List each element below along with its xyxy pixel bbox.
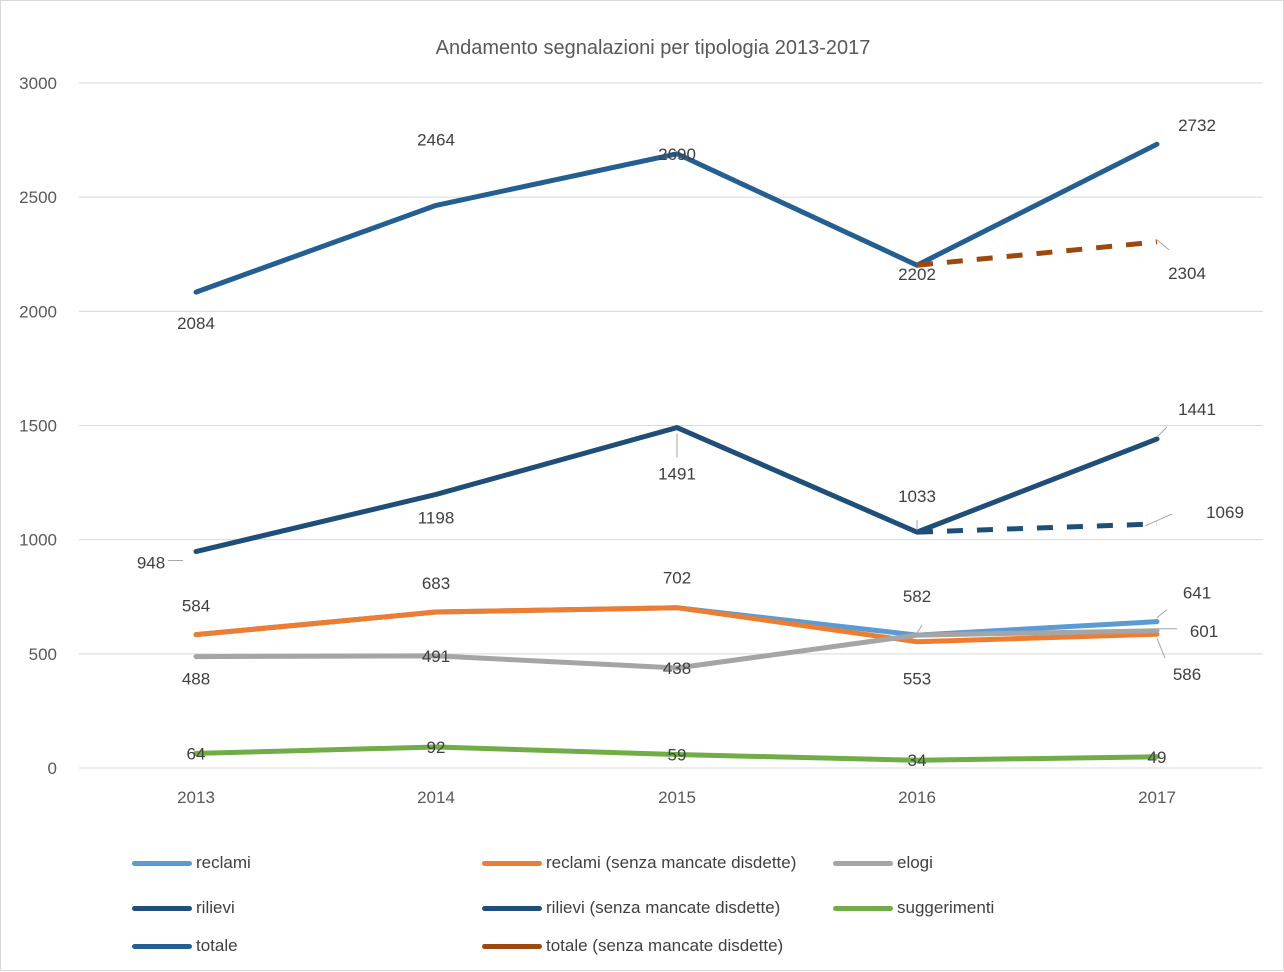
data-label: 2202 bbox=[898, 265, 936, 284]
series-lines bbox=[193, 141, 1160, 763]
data-label: 49 bbox=[1148, 748, 1167, 767]
series-line bbox=[916, 239, 1158, 268]
x-tick-label: 2016 bbox=[898, 788, 936, 807]
x-tick-label: 2015 bbox=[658, 788, 696, 807]
x-tick-label: 2014 bbox=[417, 788, 455, 807]
leader-line bbox=[1156, 638, 1166, 659]
y-tick-label: 500 bbox=[29, 645, 57, 664]
data-label: 948 bbox=[137, 554, 165, 573]
gridlines bbox=[79, 82, 1263, 769]
data-label: 92 bbox=[427, 738, 446, 757]
series-line bbox=[193, 628, 1160, 671]
data-label: 584 bbox=[182, 597, 210, 616]
data-label: 1491 bbox=[658, 465, 696, 484]
data-label: 1198 bbox=[418, 508, 455, 527]
data-labels: 641 584 683 702 553 586 488 491 438 582 601 948 1198… bbox=[137, 116, 1244, 770]
y-tick-label: 1000 bbox=[19, 531, 57, 550]
data-label: 64 bbox=[187, 744, 206, 763]
y-tick-label: 2000 bbox=[19, 302, 57, 321]
data-label: 582 bbox=[903, 587, 931, 606]
leader-line bbox=[916, 624, 923, 634]
data-label: 488 bbox=[182, 670, 210, 689]
x-tick-label: 2013 bbox=[177, 788, 215, 807]
data-label: 601 bbox=[1190, 622, 1218, 641]
data-label: 1069 bbox=[1206, 503, 1244, 522]
chart-title: Andamento segnalazioni per tipologia 201… bbox=[436, 37, 871, 59]
data-label: 491 bbox=[422, 647, 450, 666]
leader-line bbox=[1144, 513, 1173, 527]
leader-line bbox=[1156, 239, 1170, 251]
series-line bbox=[193, 141, 1160, 295]
data-label: 59 bbox=[668, 746, 687, 765]
data-label: 2690 bbox=[658, 145, 696, 164]
data-label: 683 bbox=[422, 574, 450, 593]
y-tick-label: 2500 bbox=[19, 188, 57, 207]
series-line bbox=[193, 425, 1160, 555]
data-label: 2464 bbox=[417, 130, 455, 149]
data-label: 586 bbox=[1173, 665, 1201, 684]
data-label: 34 bbox=[908, 751, 927, 770]
leader-line bbox=[1156, 426, 1168, 438]
data-label: 2732 bbox=[1178, 116, 1216, 135]
series-line bbox=[193, 605, 1160, 645]
data-label: 702 bbox=[663, 569, 691, 588]
data-label: 641 bbox=[1183, 584, 1211, 603]
y-tick-label: 0 bbox=[48, 759, 57, 778]
data-label: 2084 bbox=[177, 314, 215, 333]
data-label: 1033 bbox=[898, 487, 936, 506]
x-tick-label: 2017 bbox=[1138, 788, 1176, 807]
series-line bbox=[916, 521, 1158, 535]
y-tick-label: 3000 bbox=[19, 74, 57, 93]
data-label: 553 bbox=[903, 670, 931, 689]
axes: 0 500 1000 1500 2000 2500 3000 2013 2014 2015 2016… bbox=[19, 74, 1176, 807]
leader-line bbox=[1156, 609, 1168, 619]
data-label: 2304 bbox=[1168, 264, 1206, 283]
series-line bbox=[193, 744, 1160, 763]
y-tick-label: 1500 bbox=[19, 417, 57, 436]
data-label: 438 bbox=[663, 659, 691, 678]
data-label: 1441 bbox=[1178, 400, 1216, 419]
